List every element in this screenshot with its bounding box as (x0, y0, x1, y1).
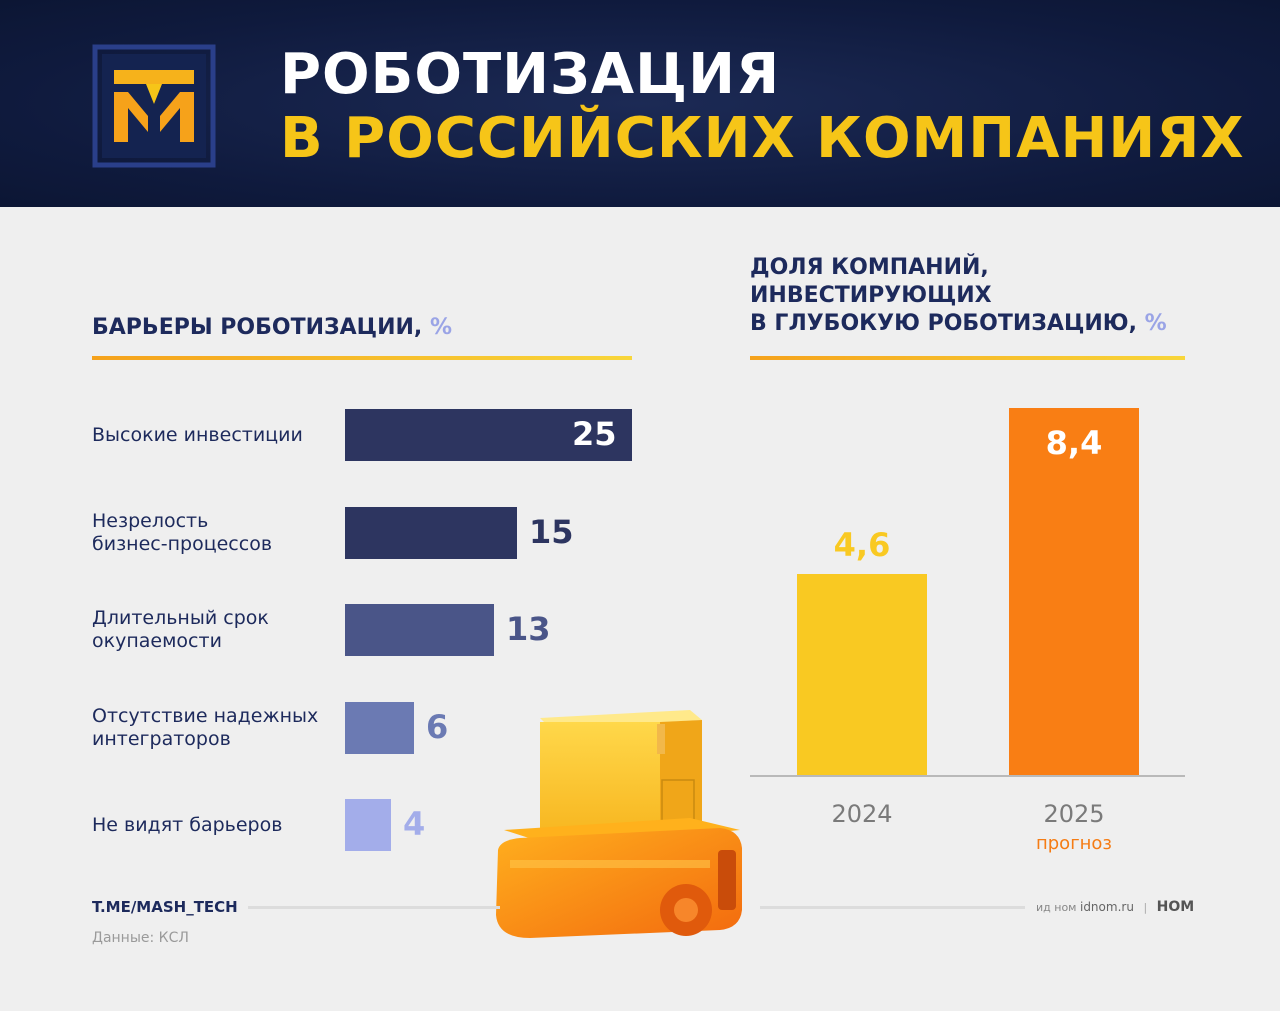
invest-year-label: 2024 (831, 800, 893, 828)
brand-separator: | (1143, 901, 1148, 914)
footer-divider-left (248, 906, 500, 909)
invest-bar (797, 574, 927, 776)
barrier-value: 25 (572, 415, 617, 453)
title-line1: РОБОТИЗАЦИЯ (280, 42, 781, 107)
barrier-value: 6 (426, 707, 449, 746)
barrier-bar (345, 604, 494, 656)
invest-value: 8,4 (1045, 424, 1103, 462)
robot-illustration (496, 710, 742, 938)
telegram-link[interactable]: T.ME/MASH_TECH (92, 898, 238, 916)
brand-small: ид ном (1036, 901, 1077, 914)
barrier-label: Высокие инвестиции (92, 423, 303, 446)
barriers-title: БАРЬЕРЫ РОБОТИЗАЦИИ, % (92, 314, 452, 342)
barriers-title-text: БАРЬЕРЫ РОБОТИЗАЦИИ, (92, 315, 423, 340)
brand-site: idnom.ru (1079, 900, 1134, 914)
barrier-value: 4 (403, 805, 426, 843)
invest-unit: % (1144, 311, 1167, 336)
footer-divider-right (760, 906, 1025, 909)
barrier-bar (345, 506, 517, 559)
barriers-underline (92, 356, 632, 360)
brand-logo: НОМ (1156, 899, 1195, 915)
barrier-label: Незрелость бизнес-процессов (92, 509, 273, 555)
invest-year-label: 2025 (1043, 800, 1105, 828)
barrier-label: Длительный срок окупаемости (92, 607, 269, 652)
data-source: Данные: КСЛ (92, 930, 189, 946)
barrier-value: 15 (529, 512, 574, 551)
barrier-bar (345, 799, 391, 851)
barrier-bar (345, 701, 414, 754)
invest-title: ДОЛЯ КОМПАНИЙ, ИНВЕСТИРУЮЩИХ В ГЛУБОКУЮ … (750, 254, 1167, 338)
invest-title-line2: ИНВЕСТИРУЮЩИХ (750, 283, 992, 308)
barrier-label: Отсутствие надежных интеграторов (92, 704, 319, 750)
barriers-unit: % (429, 315, 452, 340)
title-line2: В РОССИЙСКИХ КОМПАНИЯХ (280, 106, 1245, 171)
mash-logo (92, 44, 216, 168)
brand-credit: ид ном idnom.ru | НОМ (1036, 899, 1194, 915)
invest-title-line3: В ГЛУБОКУЮ РОБОТИЗАЦИЮ, (750, 311, 1137, 336)
invest-title-line1: ДОЛЯ КОМПАНИЙ, (750, 255, 989, 280)
barrier-label: Не видят барьеров (92, 813, 283, 836)
forecast-label: прогноз (1035, 833, 1113, 854)
invest-bar (1009, 408, 1139, 776)
invest-underline (750, 356, 1185, 360)
barrier-bar (345, 409, 632, 461)
header-banner: РОБОТИЗАЦИЯ В РОССИЙСКИХ КОМПАНИЯХ (0, 0, 1280, 207)
invest-axis-line (750, 775, 1185, 777)
invest-value: 4,6 (833, 526, 891, 564)
barrier-value: 13 (506, 610, 551, 648)
